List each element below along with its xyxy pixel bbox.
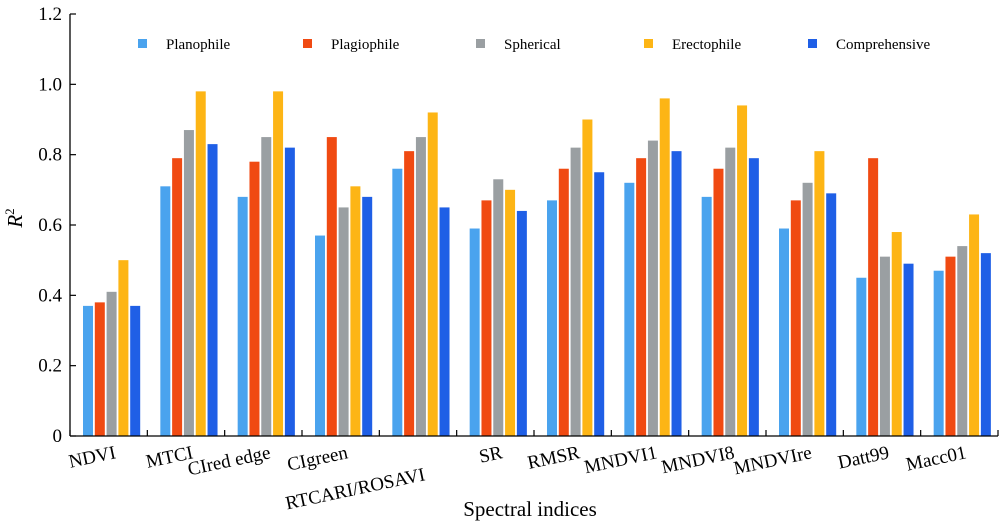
bar-plagiophile-11	[868, 158, 879, 436]
legend-swatch-spherical	[476, 39, 485, 48]
bar-spherical-4	[338, 207, 349, 436]
bar-spherical-12	[957, 246, 968, 436]
bar-planophile-3	[237, 196, 248, 436]
bar-plagiophile-7	[558, 168, 569, 437]
bar-comprehensive-11	[903, 263, 914, 436]
bars-layer	[83, 91, 991, 437]
bar-plagiophile-10	[790, 200, 801, 436]
bar-plagiophile-9	[713, 168, 724, 437]
bar-spherical-9	[725, 147, 736, 436]
y-tick-label: 1.0	[38, 74, 62, 95]
x-category-label: CIred edge	[186, 442, 272, 480]
x-category-label: Macc01	[904, 442, 968, 475]
bar-comprehensive-5	[439, 207, 450, 436]
x-category-label: NDVI	[67, 442, 118, 472]
bar-spherical-1	[106, 291, 117, 436]
bar-comprehensive-8	[671, 151, 682, 436]
legend-swatch-plagiophile	[303, 39, 312, 48]
bar-plagiophile-5	[404, 151, 415, 436]
bar-erectophile-5	[427, 112, 438, 436]
x-axis-title: Spectral indices	[463, 497, 597, 521]
legend-swatch-planophile	[138, 39, 147, 48]
bar-spherical-6	[493, 179, 504, 436]
legend-label-planophile: Planophile	[166, 37, 231, 53]
bar-comprehensive-1	[130, 305, 141, 436]
bar-erectophile-10	[814, 151, 825, 436]
bar-erectophile-7	[582, 119, 593, 436]
bar-spherical-5	[415, 137, 426, 436]
legend-label-plagiophile: Plagiophile	[331, 37, 400, 53]
bar-comprehensive-10	[826, 193, 837, 436]
bar-planophile-11	[856, 277, 867, 436]
y-tick-label: 1.2	[38, 4, 62, 25]
bar-spherical-10	[802, 182, 813, 436]
x-category-label: CIgreen	[285, 442, 350, 475]
bar-planophile-1	[83, 305, 93, 436]
bar-planophile-6	[469, 228, 480, 436]
bar-erectophile-11	[891, 232, 902, 436]
bar-erectophile-1	[118, 260, 129, 436]
bar-spherical-2	[183, 130, 194, 437]
bar-planophile-7	[547, 200, 557, 436]
legend: Planophile Plagiophile Spherical Erectophil…	[138, 37, 930, 53]
bar-erectophile-2	[195, 91, 206, 437]
y-axis-title: R2	[2, 208, 27, 228]
bar-spherical-8	[647, 140, 658, 436]
x-category-label: RMSR	[526, 442, 582, 474]
bar-comprehensive-6	[516, 210, 527, 436]
bar-planophile-9	[701, 196, 712, 436]
bar-comprehensive-4	[362, 196, 373, 436]
bar-plagiophile-12	[945, 256, 956, 436]
bar-planophile-4	[315, 235, 325, 436]
x-category-label: MNDVI1	[582, 442, 659, 478]
bar-spherical-3	[261, 137, 272, 436]
bar-plagiophile-3	[249, 161, 260, 436]
y-axis-title-main: R	[3, 215, 27, 229]
y-tick-label: 0.4	[38, 285, 62, 306]
bar-erectophile-8	[659, 98, 670, 437]
bar-comprehensive-3	[284, 147, 295, 436]
y-tick-label: 0.8	[38, 145, 62, 166]
bar-planophile-5	[392, 168, 403, 437]
bar-erectophile-6	[505, 189, 516, 436]
legend-label-comprehensive: Comprehensive	[836, 37, 930, 53]
bar-erectophile-4	[350, 186, 361, 436]
bar-spherical-11	[879, 256, 890, 436]
bar-erectophile-12	[969, 214, 980, 436]
y-tick-label: 0.6	[38, 215, 62, 236]
legend-swatch-comprehensive	[808, 39, 817, 48]
bar-planophile-10	[779, 228, 789, 436]
bar-planophile-2	[160, 186, 171, 436]
bar-plagiophile-8	[636, 158, 647, 436]
bar-planophile-8	[624, 182, 635, 436]
y-tick-label: 0	[53, 426, 63, 447]
bar-comprehensive-12	[980, 253, 991, 436]
bar-plagiophile-4	[326, 137, 337, 436]
bar-erectophile-3	[273, 91, 284, 437]
legend-label-spherical: Spherical	[504, 37, 561, 53]
x-category-label: SR	[477, 442, 504, 467]
legend-label-erectophile: Erectophile	[672, 37, 741, 53]
bar-spherical-7	[570, 147, 581, 436]
bar-comprehensive-2	[207, 144, 218, 436]
x-category-label: MNDVI8	[660, 442, 737, 478]
y-axis-title-superscript: 2	[2, 208, 17, 215]
y-tick-label: 0.2	[38, 356, 62, 377]
x-category-label: Datt99	[836, 442, 891, 473]
x-category-label: MNDVIre	[732, 442, 814, 479]
bar-comprehensive-9	[748, 158, 759, 436]
legend-swatch-erectophile	[644, 39, 653, 48]
bar-plagiophile-1	[94, 302, 105, 436]
bar-erectophile-9	[737, 105, 748, 437]
bar-plagiophile-2	[172, 158, 183, 436]
bar-plagiophile-6	[481, 200, 492, 436]
bar-comprehensive-7	[594, 172, 605, 436]
bar-planophile-12	[933, 270, 944, 436]
